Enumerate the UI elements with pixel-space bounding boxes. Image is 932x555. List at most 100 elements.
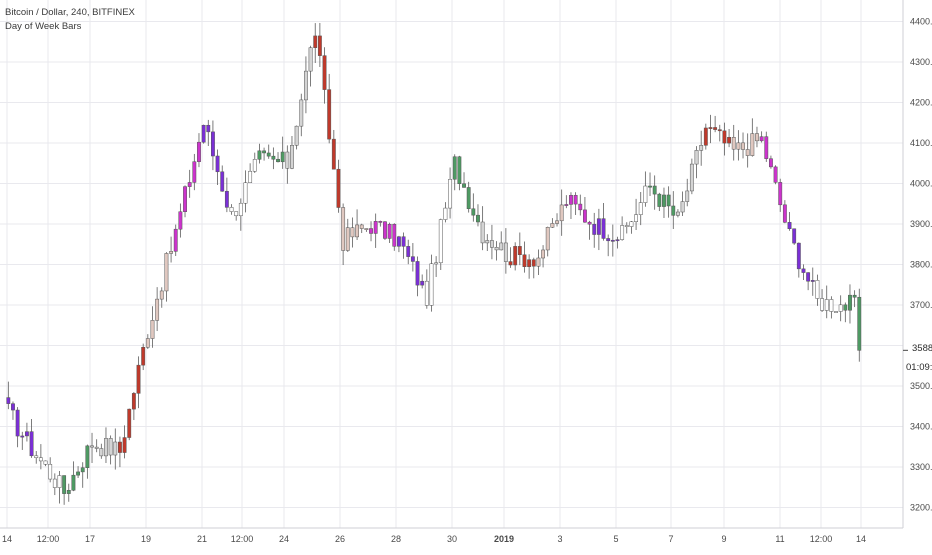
candle-body xyxy=(527,259,532,267)
candle-body xyxy=(108,438,113,456)
candle-body xyxy=(666,194,671,207)
candle-body xyxy=(164,253,169,292)
candle-body xyxy=(843,304,848,311)
candle-body xyxy=(508,261,513,266)
candle-body xyxy=(638,202,643,215)
candle-body xyxy=(503,242,508,262)
time-scale[interactable]: 14 12:00 17 19 21 12:00 24 26 28 30 2019 3 5 7 9 11 12:0… xyxy=(2,534,866,544)
candle-body xyxy=(745,149,750,156)
candle-body xyxy=(410,256,415,262)
candle-body xyxy=(615,239,620,242)
candle-body xyxy=(401,236,406,247)
candle-body xyxy=(20,435,25,438)
candle-body xyxy=(782,204,787,223)
candle-body xyxy=(304,70,308,101)
candle-body xyxy=(438,219,443,264)
candle-body xyxy=(252,159,257,172)
candle-body xyxy=(689,163,694,192)
time-tick-label: 12:00 xyxy=(231,534,254,544)
candle-body xyxy=(778,182,783,206)
candle-body xyxy=(392,223,397,247)
candle-body xyxy=(406,246,411,257)
time-tick-label: 5 xyxy=(613,534,618,544)
candle-body xyxy=(652,185,657,195)
candle-body xyxy=(155,298,160,321)
candle-body xyxy=(662,194,666,207)
indicator-name[interactable]: Day of Week Bars xyxy=(5,21,82,32)
candle-body xyxy=(317,35,322,56)
candle-body xyxy=(169,251,173,254)
candle-body xyxy=(341,207,346,251)
candle-body xyxy=(694,150,699,165)
candle-body xyxy=(331,138,336,170)
candle-body xyxy=(11,403,15,411)
candle-body xyxy=(476,214,480,223)
candle-body xyxy=(671,205,676,216)
candle-body xyxy=(717,129,722,132)
candle-body xyxy=(397,236,401,247)
candle-body xyxy=(211,131,215,157)
candle-body xyxy=(713,127,718,130)
countdown-label: 01:09:55 xyxy=(906,362,932,373)
candle-body xyxy=(517,246,522,256)
price-labels: 3588.1 01:09:55 xyxy=(906,343,932,373)
candle-body xyxy=(592,223,597,235)
candle-body xyxy=(699,145,704,151)
candle-body xyxy=(336,168,341,208)
candle-body xyxy=(555,220,559,224)
candle-body xyxy=(150,320,155,339)
candle-body xyxy=(578,203,583,211)
symbol-title[interactable]: Bitcoin / Dollar, 240, BITFINEX xyxy=(5,7,135,18)
price-scale[interactable]: 4400.0 4300.0 4200.0 4100.0 4000.0 3900.0 3800… xyxy=(903,17,932,513)
candle-body xyxy=(113,441,118,456)
candle-body xyxy=(624,225,629,227)
candle-body xyxy=(834,311,838,313)
time-tick-label: 2019 xyxy=(494,534,514,544)
candle-body xyxy=(104,438,108,457)
candle-body xyxy=(443,207,448,220)
candle-body xyxy=(192,161,197,183)
time-tick-label: 11 xyxy=(775,534,784,544)
candles xyxy=(6,22,862,505)
grid xyxy=(0,0,903,528)
price-tick-label: 4300.0 xyxy=(910,57,932,67)
candle-body xyxy=(38,457,43,462)
candle-body xyxy=(29,431,34,457)
candle-body xyxy=(141,347,146,366)
time-tick-label: 7 xyxy=(668,534,673,544)
candle-body xyxy=(792,228,797,244)
candle-body xyxy=(383,221,387,239)
time-tick-label: 30 xyxy=(447,534,457,544)
price-tick-label: 4000.0 xyxy=(910,179,932,189)
candle-body xyxy=(550,223,555,228)
candle-body xyxy=(727,137,731,144)
candle-body xyxy=(127,408,132,438)
candle-body xyxy=(90,445,94,448)
candle-body xyxy=(787,222,792,229)
candle-body xyxy=(759,136,764,142)
candle-body xyxy=(420,280,425,286)
candle-body xyxy=(118,441,122,453)
candle-body xyxy=(378,221,383,223)
candle-body xyxy=(731,137,736,150)
candle-body xyxy=(238,202,243,217)
candle-body xyxy=(257,150,262,160)
candle-body xyxy=(541,249,545,259)
candle-body xyxy=(322,55,327,90)
time-tick-label: 28 xyxy=(391,534,401,544)
candle-body xyxy=(494,247,499,251)
candle-body xyxy=(685,190,690,202)
candle-body xyxy=(25,431,29,437)
price-tick-label: 3300.0 xyxy=(910,462,932,472)
candle-body xyxy=(490,240,494,248)
candle-body xyxy=(145,338,150,348)
candle-body xyxy=(485,240,490,244)
candle-body xyxy=(373,221,378,234)
candle-body xyxy=(99,448,104,457)
candle-body xyxy=(294,125,299,146)
candle-body xyxy=(85,445,90,468)
time-tick-label: 19 xyxy=(141,534,151,544)
price-tick-label: 3500.0 xyxy=(910,381,932,391)
